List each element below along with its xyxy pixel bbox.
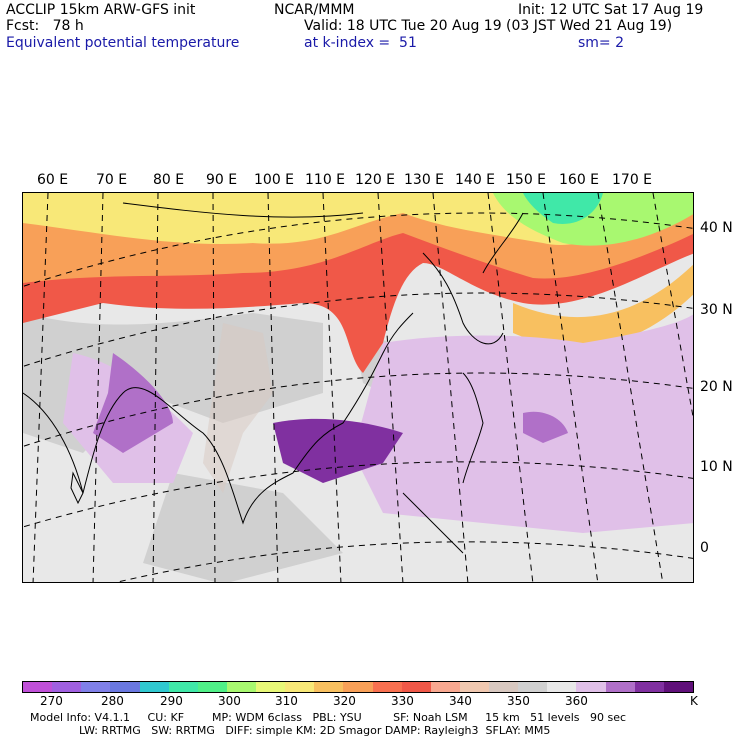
colorbar-swatch [81, 682, 111, 692]
lon-label: 170 E [612, 172, 653, 188]
valid-time: Valid: 18 UTC Tue 20 Aug 19 (03 JST Wed … [304, 18, 673, 34]
colorbar-swatch [518, 682, 548, 692]
lon-label: 80 E [153, 172, 185, 188]
lat-label: 20 N [700, 379, 733, 395]
colorbar-swatch [226, 682, 256, 692]
colorbar-swatch [663, 682, 693, 692]
colorbar-swatch [168, 682, 198, 692]
colorbar-swatch [52, 682, 82, 692]
lon-label: 120 E [355, 172, 396, 188]
lon-label: 110 E [305, 172, 346, 188]
center-title: NCAR/MMM [274, 2, 355, 18]
colorbar-tick: 350 [507, 694, 530, 708]
lat-label: 10 N [700, 459, 733, 475]
colorbar-swatch [110, 682, 140, 692]
lon-label: 130 E [404, 172, 445, 188]
colorbar-swatch [459, 682, 489, 692]
colorbar-tick: 360 [565, 694, 588, 708]
colorbar-tick: 310 [275, 694, 298, 708]
lat-label: 30 N [700, 302, 733, 318]
colorbar-swatch [430, 682, 460, 692]
colorbar-swatch [256, 682, 286, 692]
colorbar-swatch [23, 682, 53, 692]
colorbar-tick: 280 [101, 694, 124, 708]
smoothing: sm= 2 [578, 35, 625, 51]
colorbar-swatch [489, 682, 519, 692]
lon-label: 100 E [254, 172, 295, 188]
theta-e-field [23, 193, 693, 582]
lon-label: 160 E [559, 172, 600, 188]
colorbar-tick: 340 [449, 694, 472, 708]
colorbar-swatch [401, 682, 431, 692]
lon-label: 140 E [455, 172, 496, 188]
colorbar-tick: 290 [160, 694, 183, 708]
colorbar-tick: 320 [333, 694, 356, 708]
lat-label: 0 [700, 540, 709, 556]
map-panel [22, 192, 694, 583]
init-time: Init: 12 UTC Sat 17 Aug 19 [518, 2, 704, 18]
colorbar-tick: 300 [218, 694, 241, 708]
colorbar-swatch [139, 682, 169, 692]
lat-label: 40 N [700, 220, 733, 236]
lon-label: 60 E [37, 172, 69, 188]
forecast-hour: Fcst: 78 h [6, 18, 84, 34]
colorbar [22, 681, 694, 693]
model-info-line2: LW: RRTMG SW: RRTMG DIFF: simple KM: 2D … [30, 724, 551, 737]
colorbar-swatch [197, 682, 227, 692]
colorbar-tick: 270 [40, 694, 63, 708]
field-name: Equivalent potential temperature [6, 35, 240, 51]
lon-label: 70 E [96, 172, 128, 188]
colorbar-tick: 330 [391, 694, 414, 708]
colorbar-swatch [285, 682, 315, 692]
k-index: at k-index = 51 [304, 35, 417, 51]
model-title: ACCLIP 15km ARW-GFS init [6, 2, 196, 18]
colorbar-swatch [372, 682, 402, 692]
model-info-line1: Model Info: V4.1.1 CU: KF MP: WDM 6class… [30, 711, 627, 724]
colorbar-swatch [634, 682, 664, 692]
colorbar-swatch [576, 682, 606, 692]
lon-label: 90 E [206, 172, 238, 188]
colorbar-unit: K [690, 694, 698, 708]
colorbar-swatch [314, 682, 344, 692]
lon-label: 150 E [506, 172, 547, 188]
colorbar-swatch [547, 682, 577, 692]
colorbar-swatch [343, 682, 373, 692]
colorbar-swatch [605, 682, 635, 692]
